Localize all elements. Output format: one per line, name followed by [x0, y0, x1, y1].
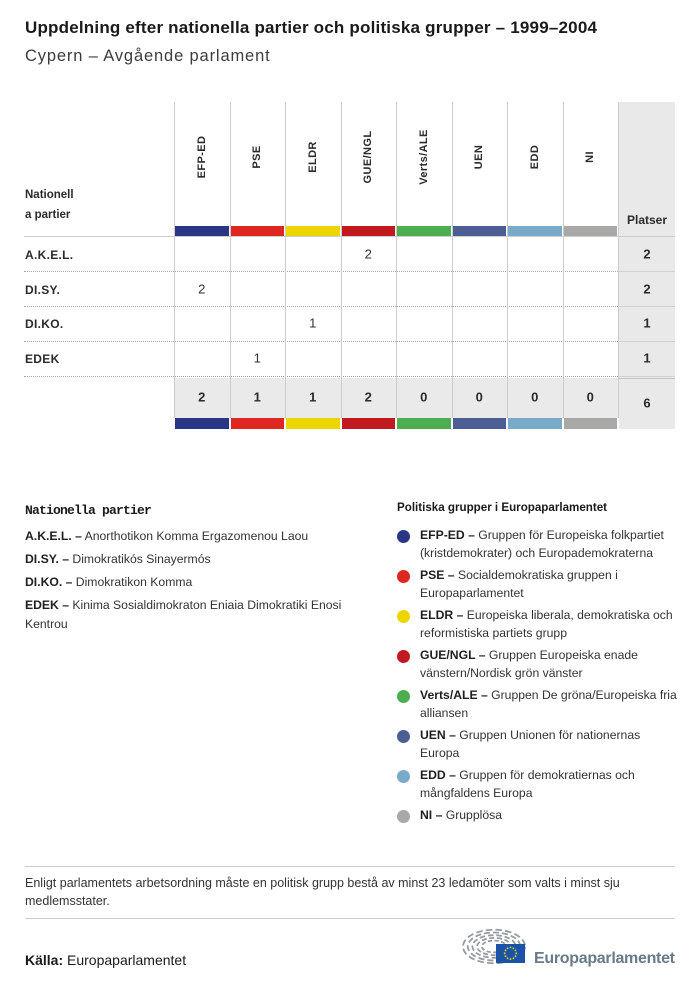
svg-text:Europaparlamentet: Europaparlamentet	[534, 950, 676, 967]
